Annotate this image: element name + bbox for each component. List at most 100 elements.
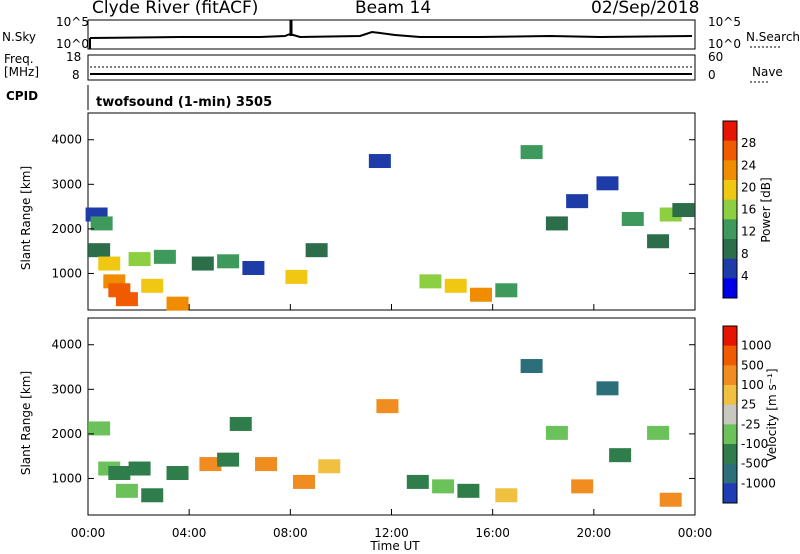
- data-cell: [376, 399, 399, 414]
- colorbar-segment: [723, 444, 737, 465]
- xtick-label: 12:00: [374, 526, 409, 540]
- xtick-label: 00:00: [71, 526, 106, 540]
- colorbar-segment: [723, 404, 737, 425]
- colorbar-tick-label: 28: [741, 136, 756, 150]
- colorbar-tick-label: 20: [741, 180, 756, 194]
- data-cell: [115, 292, 138, 307]
- data-cell: [141, 278, 164, 293]
- data-cell: [166, 465, 189, 480]
- colorbar-tick-label: 24: [741, 158, 756, 172]
- velocity-cells: [88, 359, 682, 507]
- colorbar-tick-label: 8: [741, 247, 749, 261]
- data-cell: [90, 216, 113, 231]
- data-cell: [596, 176, 619, 191]
- colorbar-segment: [723, 239, 737, 260]
- data-cell: [609, 448, 632, 463]
- nsearch-tick-top: 10^5: [708, 15, 741, 29]
- data-cell: [98, 256, 121, 271]
- cpid-label: CPID: [6, 89, 39, 103]
- data-cell: [141, 488, 164, 503]
- nave-label: Nave: [752, 65, 783, 79]
- data-cell: [647, 425, 670, 440]
- power-colorbar-label: Power [dB]: [759, 177, 773, 242]
- ytick-label: 1000: [51, 266, 82, 280]
- power-yticks: 1000 2000 3000 4000: [51, 133, 695, 280]
- data-cell: [255, 457, 278, 472]
- data-cell: [242, 260, 265, 275]
- data-cell: [545, 216, 568, 231]
- data-cell: [659, 492, 682, 507]
- colorbar-segment: [723, 199, 737, 220]
- xtick-label: 00:00: [678, 526, 713, 540]
- xtick-label: 04:00: [172, 526, 207, 540]
- colorbar-tick-label: 12: [741, 225, 756, 239]
- data-cell: [368, 154, 391, 169]
- ytick-label: 2000: [51, 427, 82, 441]
- colorbar-tick-label: 25: [741, 398, 756, 412]
- colorbar-tick-label: 500: [741, 358, 764, 372]
- data-cell: [166, 296, 189, 311]
- ytick-label: 4000: [51, 338, 82, 352]
- colorbar-segment: [723, 345, 737, 366]
- data-cell: [566, 194, 589, 209]
- station-title: Clyde River (fitACF): [92, 0, 259, 18]
- colorbar-segment: [723, 326, 737, 347]
- velocity-colorbar-label: Velocity [m s⁻¹]: [765, 368, 779, 461]
- nsearch-label: N.Search: [746, 30, 800, 44]
- data-cell: [520, 145, 543, 160]
- data-cell: [108, 465, 131, 480]
- colorbar-segment: [723, 160, 737, 181]
- colorbar-segment: [723, 424, 737, 445]
- date-label: 02/Sep/2018: [591, 0, 700, 18]
- data-cell: [571, 479, 594, 494]
- data-cell: [191, 256, 214, 271]
- data-cell: [495, 283, 518, 298]
- data-cell: [520, 359, 543, 374]
- data-cell: [229, 416, 252, 431]
- nave-tick-bottom: 0: [708, 68, 716, 82]
- noise-sky-line: [89, 30, 693, 39]
- nsky-tick-top: 10^5: [56, 15, 89, 29]
- data-cell: [88, 243, 111, 258]
- mhz-label: [MHz]: [4, 65, 40, 79]
- freq-tick-bottom: 8: [72, 68, 80, 82]
- colorbar-frame: [722, 120, 738, 299]
- data-cell: [285, 269, 308, 284]
- colorbar-segment: [723, 463, 737, 484]
- data-cell: [647, 234, 670, 249]
- data-cell: [305, 243, 328, 258]
- power-cells: [85, 145, 695, 311]
- colorbar-tick-label: -500: [741, 457, 768, 471]
- freq-label: Freq.: [4, 52, 34, 66]
- ytick-label: 3000: [51, 177, 82, 191]
- colorbar-segment: [723, 483, 737, 504]
- data-cell: [199, 457, 222, 472]
- data-cell: [406, 474, 429, 489]
- ytick-label: 3000: [51, 382, 82, 396]
- data-cell: [457, 483, 480, 498]
- colorbar-segment: [723, 278, 737, 299]
- data-cell: [217, 452, 240, 467]
- colorbar-segment: [723, 385, 737, 406]
- freq-panel-frame: [87, 54, 696, 81]
- data-cell: [318, 459, 341, 474]
- colorbar-tick-label: -100: [741, 437, 768, 451]
- data-cell: [444, 278, 467, 293]
- colorbar-tick-label: 100: [741, 378, 764, 392]
- data-cell: [672, 203, 695, 218]
- data-cell: [470, 287, 493, 302]
- colorbar-tick-label: 16: [741, 203, 756, 217]
- xtick-label: 20:00: [577, 526, 612, 540]
- data-cell: [128, 461, 151, 476]
- colorbar-segment: [723, 258, 737, 279]
- data-cell: [545, 425, 568, 440]
- data-cell: [596, 381, 619, 396]
- noise-panel-frame: [87, 19, 696, 50]
- colorbar-tick-label: 1000: [741, 339, 772, 353]
- ytick-label: 2000: [51, 222, 82, 236]
- colorbar-segment: [723, 180, 737, 201]
- colorbar-frame: [722, 325, 738, 504]
- xtick-label: 16:00: [475, 526, 510, 540]
- data-cell: [128, 252, 151, 267]
- colorbar-segment: [723, 121, 737, 142]
